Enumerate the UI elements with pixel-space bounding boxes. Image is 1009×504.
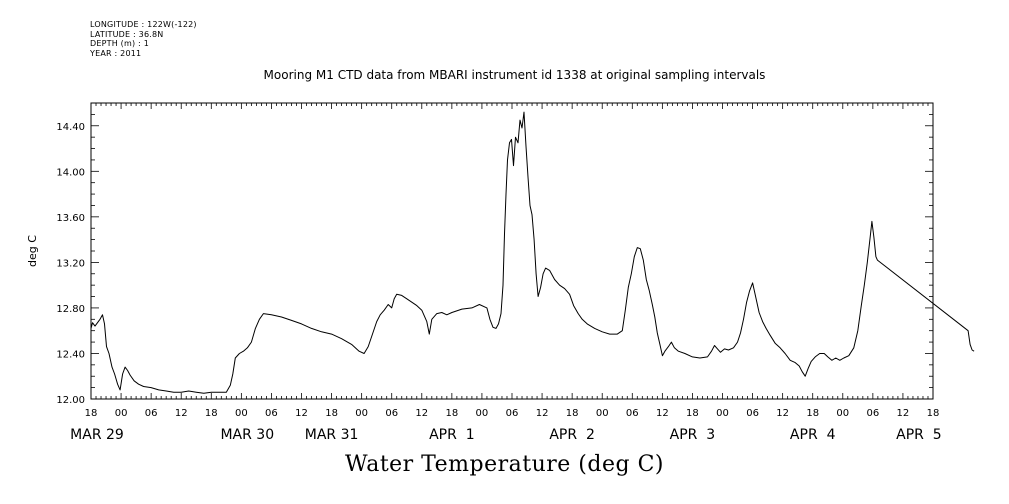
y-axis-label: deg C	[26, 235, 39, 267]
x-hour-label: 12	[415, 408, 428, 419]
x-hour-label: 12	[175, 408, 188, 419]
x-hour-label: 18	[205, 408, 218, 419]
x-date-label: MAR 31	[305, 427, 359, 443]
x-hour-label: 06	[626, 408, 639, 419]
x-hour-label: 00	[115, 408, 128, 419]
x-hour-label: 12	[656, 408, 669, 419]
meta-latitude: LATITUDE : 36.8N	[90, 29, 164, 39]
metadata-block: LONGITUDE : 122W(-122) LATITUDE : 36.8N …	[90, 20, 197, 58]
x-hour-label: 06	[265, 408, 278, 419]
meta-year: YEAR : 2011	[90, 48, 142, 58]
x-date-label: MAR 29	[70, 427, 124, 443]
y-tick-label: 12.80	[56, 304, 85, 315]
x-hour-label: 00	[235, 408, 248, 419]
series-layer	[90, 111, 975, 394]
y-tick-label: 13.60	[56, 213, 85, 224]
y-tick-label: 13.20	[56, 258, 85, 269]
x-date-label: APR 2	[549, 427, 595, 443]
x-date-label: MAR 30	[220, 427, 274, 443]
x-hour-label: 18	[325, 408, 338, 419]
x-hour-label: 06	[506, 408, 519, 419]
x-date-label: APR 1	[429, 427, 475, 443]
x-hour-label: 18	[445, 408, 458, 419]
x-hour-label: 00	[836, 408, 849, 419]
meta-depth: DEPTH (m) : 1	[90, 39, 149, 48]
y-tick-label: 12.00	[56, 395, 85, 406]
y-tick-label: 14.40	[56, 122, 85, 133]
y-tick-label: 12.40	[56, 349, 85, 360]
x-hour-label: 12	[295, 408, 308, 419]
meta-longitude: LONGITUDE : 122W(-122)	[90, 20, 197, 29]
x-hour-label: 12	[776, 408, 789, 419]
x-date-label: APR 4	[790, 427, 836, 443]
y-tick-label: 14.00	[56, 167, 85, 178]
x-hour-label: 18	[566, 408, 579, 419]
x-hour-label: 00	[355, 408, 368, 419]
x-hour-label: 12	[897, 408, 910, 419]
x-hour-label: 06	[145, 408, 158, 419]
x-hour-label: 18	[686, 408, 699, 419]
chart-title: Mooring M1 CTD data from MBARI instrumen…	[263, 68, 766, 82]
chart-caption: Water Temperature (deg C)	[345, 452, 664, 477]
x-hour-label: 12	[536, 408, 549, 419]
x-hour-label: 00	[596, 408, 609, 419]
x-hour-label: 00	[716, 408, 729, 419]
x-hour-label: 18	[806, 408, 819, 419]
x-date-label: APR 5	[896, 427, 942, 443]
x-hour-label: 06	[866, 408, 879, 419]
x-hour-label: 18	[927, 408, 940, 419]
x-hour-label: 06	[746, 408, 759, 419]
temperature-series-line	[90, 111, 975, 394]
x-hour-label: 00	[476, 408, 489, 419]
x-hour-label: 06	[385, 408, 398, 419]
x-hour-label: 18	[85, 408, 98, 419]
axes-layer: 12.00 12.40 12.80 13.20 13.60 14.00 14.40 deg C…	[26, 102, 942, 443]
x-date-label: APR 3	[670, 427, 716, 443]
